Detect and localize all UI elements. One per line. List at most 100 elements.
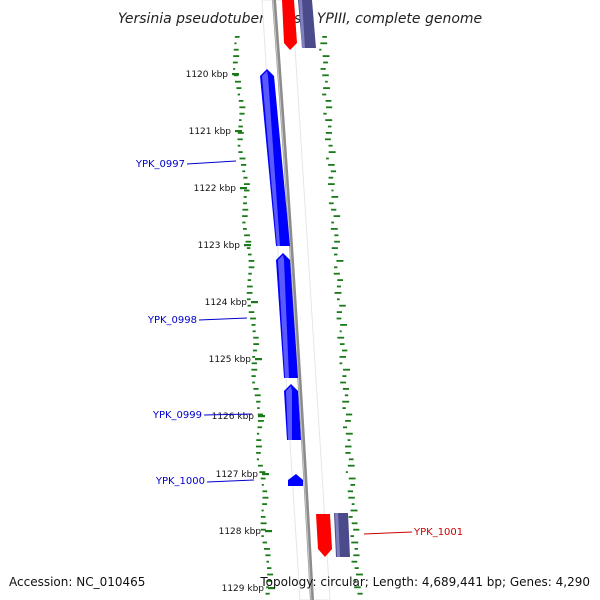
gc-dot-left <box>240 164 247 166</box>
gc-dot-left <box>244 234 250 237</box>
gc-dot-right <box>319 48 322 51</box>
gc-dot-left <box>243 202 247 205</box>
gc-dot-left <box>265 554 271 557</box>
genome-backbone-highlight <box>272 0 312 600</box>
tick-label: 1128 kbp <box>219 527 262 537</box>
gc-dot-left <box>237 138 243 141</box>
gc-dot-right <box>336 260 344 262</box>
gc-dot-right <box>322 93 327 96</box>
gc-dot-right <box>328 176 334 179</box>
tick-mark <box>244 244 251 247</box>
gc-dot-right <box>325 80 328 83</box>
gc-dot-left <box>256 432 260 435</box>
gene-leader-line <box>203 413 253 416</box>
gc-dot-right <box>326 157 329 160</box>
tick-mark <box>265 530 272 533</box>
gc-dot-left <box>251 362 258 365</box>
gc-dot-right <box>344 394 349 397</box>
gc-dot-right <box>347 490 354 493</box>
gene-leader-line <box>186 160 237 165</box>
gc-dot-left <box>255 445 262 448</box>
gc-dot-left <box>262 541 268 544</box>
gc-dot-left <box>237 144 241 147</box>
gc-dot-left <box>257 413 263 416</box>
gc-dot-left <box>239 106 246 109</box>
gc-dot-left <box>262 496 269 499</box>
tick-label: 1129 kbp <box>222 584 265 594</box>
gene-label-ypk-1001[interactable]: YPK_1001 <box>413 527 463 538</box>
gene-label-ypk-0997[interactable]: YPK_0997 <box>135 159 185 170</box>
gc-dot-right <box>347 464 355 467</box>
tick-mark <box>262 473 269 476</box>
gene-reverse-top <box>282 0 297 50</box>
gc-dot-left <box>246 298 251 301</box>
gc-dot-left <box>267 573 274 576</box>
gene-label-ypk-0998[interactable]: YPK_0998 <box>147 315 197 326</box>
gc-dot-left <box>248 311 255 313</box>
gc-dot-right <box>351 541 359 544</box>
gc-dot-right <box>323 87 331 89</box>
gc-dot-right <box>348 496 355 499</box>
gc-dot-left <box>260 528 266 531</box>
gc-dot-left <box>252 381 255 384</box>
gc-dot-left <box>260 477 266 480</box>
gc-dot-right <box>336 311 343 313</box>
gc-dot-left <box>251 375 256 377</box>
gc-dot-right <box>330 170 337 173</box>
tick-label: 1127 kbp <box>216 470 259 480</box>
gc-dot-left <box>252 349 257 352</box>
gc-dot-right <box>334 253 338 256</box>
gc-dot-right <box>357 592 363 595</box>
gc-dot-right <box>334 234 339 237</box>
tick-mark <box>232 73 239 76</box>
gc-dot-left <box>246 292 253 294</box>
gc-dot-left <box>259 471 266 473</box>
gc-dot-right <box>339 343 345 345</box>
gc-dot-left <box>233 48 239 51</box>
gc-dot-left <box>232 61 238 64</box>
gc-dot-left <box>233 55 240 57</box>
gc-dot-right <box>354 548 358 550</box>
gc-dot-left <box>245 240 252 243</box>
gc-dot-right <box>348 458 354 461</box>
gene-ypk-1000 <box>288 474 303 486</box>
gc-dot-right <box>327 125 332 128</box>
gc-dot-left <box>236 87 242 89</box>
gc-dot-right <box>350 535 354 537</box>
gc-dot-left <box>252 330 256 333</box>
gc-dot-left <box>233 74 239 77</box>
gc-dot-right <box>345 432 353 435</box>
gc-dot-right <box>331 221 334 224</box>
gc-dot-left <box>266 560 270 563</box>
tick-label: 1123 kbp <box>198 241 241 251</box>
gc-dot-left <box>239 119 242 121</box>
coordinate-ticks: 1120 kbp 1121 kbp 1122 kbp 1123 kbp 1124 kbp… <box>186 70 275 594</box>
gc-track-right <box>319 36 363 595</box>
gene-ypk-0998-highlight <box>278 255 289 378</box>
gene-label-ypk-1000[interactable]: YPK_1000 <box>155 476 205 487</box>
gene-rna-top-highlight <box>299 0 305 48</box>
gc-dot-right <box>342 349 348 352</box>
gc-dot-right <box>351 522 358 525</box>
gc-dot-right <box>325 106 333 109</box>
gc-dot-right <box>336 285 341 288</box>
gc-dot-right <box>353 580 356 582</box>
gc-dot-left <box>262 490 268 493</box>
tick-label: 1121 kbp <box>189 127 232 137</box>
gc-dot-left <box>256 458 259 461</box>
gc-dot-right <box>343 426 348 429</box>
gc-dot-left <box>248 260 255 262</box>
gc-dot-left <box>247 253 252 256</box>
gc-dot-right <box>343 368 351 371</box>
gc-dot-right <box>330 228 338 230</box>
gc-dot-right <box>325 119 333 121</box>
gc-dot-left <box>250 317 256 320</box>
gc-dot-right <box>325 100 332 102</box>
topology-text: Topology: circular; Length: 4,689,441 bp… <box>259 575 590 589</box>
gene-label-ypk-0999[interactable]: YPK_0999 <box>152 410 202 421</box>
gc-dot-left <box>254 394 261 397</box>
tick-label: 1120 kbp <box>186 70 229 80</box>
gc-dot-left <box>267 567 272 569</box>
gc-dot-left <box>247 304 251 307</box>
